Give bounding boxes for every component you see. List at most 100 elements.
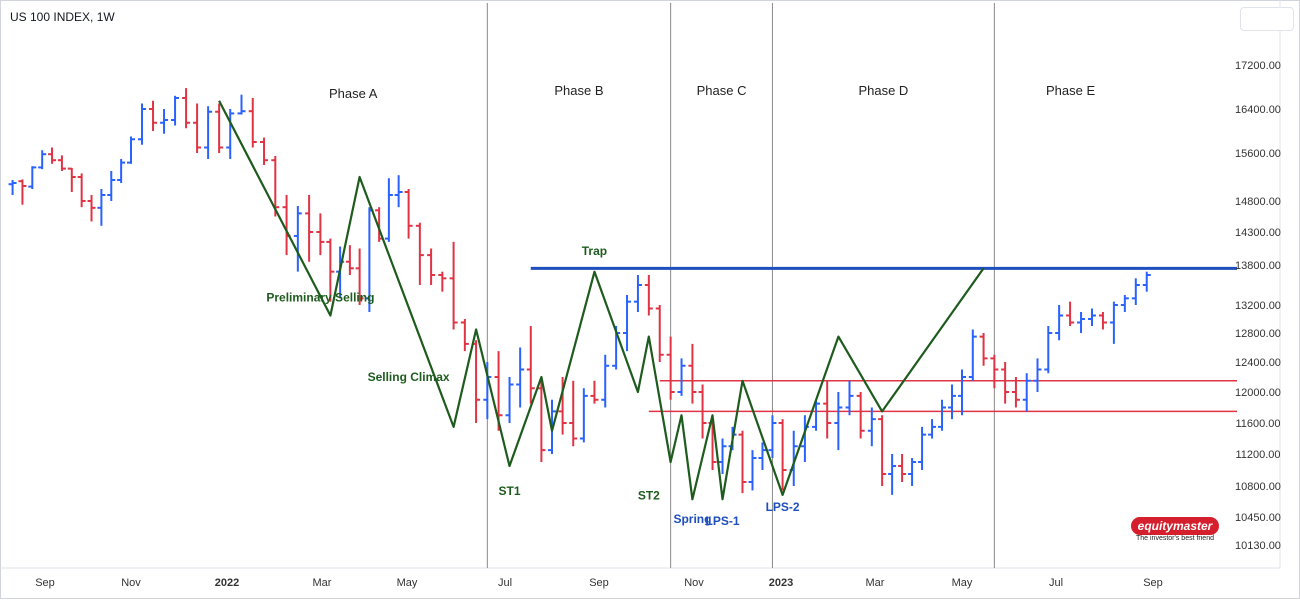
ohlc-bar	[569, 380, 578, 447]
x-tick-label: 2022	[215, 577, 239, 589]
ohlc-bar	[1011, 377, 1020, 408]
ohlc-bar	[698, 384, 707, 439]
ohlc-bar	[888, 454, 897, 495]
ohlc-bar	[1033, 358, 1042, 392]
ohlc-bar	[57, 155, 66, 171]
chart-toolbar-button[interactable]	[1240, 7, 1294, 31]
y-tick-label: 10450.00	[1235, 512, 1281, 524]
ohlc-bar	[449, 241, 458, 330]
ohlc-bar	[558, 377, 567, 435]
ohlc-bar	[1098, 312, 1107, 330]
ohlc-bar	[812, 399, 821, 431]
x-tick-label: May	[397, 577, 418, 589]
ohlc-bar	[579, 388, 588, 443]
ohlc-bar	[1022, 373, 1031, 412]
x-tick-label: Sep	[1143, 577, 1163, 589]
ohlc-bar	[633, 275, 642, 312]
ohlc-bar	[1142, 271, 1151, 292]
ohlc-bar	[18, 179, 27, 205]
x-tick-label: Nov	[121, 577, 141, 589]
x-tick-label: Mar	[313, 577, 332, 589]
ohlc-bar	[215, 103, 224, 153]
ohlc-bar	[1087, 308, 1096, 326]
ohlc-bar	[160, 109, 169, 134]
y-tick-label: 15600.00	[1235, 148, 1281, 160]
equitymaster-logo: equitymaster	[1131, 517, 1219, 535]
ohlc-bar	[8, 180, 17, 195]
ohlc-bar	[193, 103, 202, 153]
annotation-label: ST1	[499, 484, 521, 498]
ohlc-bar	[778, 419, 787, 491]
y-tick-label: 10130.00	[1235, 540, 1281, 552]
x-tick-label: 2023	[769, 577, 793, 589]
phase-label: Phase D	[858, 83, 908, 98]
ohlc-bar	[968, 329, 977, 381]
y-tick-label: 11600.00	[1235, 418, 1280, 430]
ohlc-bar	[127, 136, 135, 164]
ohlc-bar	[590, 380, 599, 404]
ohlc-bar	[384, 178, 393, 242]
annotation-label: LPS-2	[766, 500, 800, 514]
y-tick-label: 14800.00	[1235, 196, 1281, 208]
ohlc-bar	[867, 407, 876, 447]
ohlc-bar	[460, 319, 469, 352]
y-tick-label: 12400.00	[1235, 357, 1281, 369]
ohlc-bar	[623, 295, 632, 352]
ohlc-bar	[171, 95, 180, 126]
ohlc-bar	[1077, 312, 1086, 333]
x-tick-label: May	[952, 577, 973, 589]
ohlc-bar	[948, 384, 957, 420]
annotation-label: Selling Climax	[368, 370, 450, 384]
x-tick-label: Sep	[589, 577, 609, 589]
ohlc-bar	[149, 100, 158, 131]
phase-label: Phase E	[1046, 83, 1095, 98]
ohlc-bar	[226, 109, 235, 159]
ohlc-bar	[898, 454, 907, 482]
ohlc-bar	[526, 326, 535, 404]
ohlc-bar	[305, 195, 314, 262]
y-tick-label: 17200.00	[1235, 60, 1281, 72]
ohlc-bar	[138, 103, 147, 145]
annotation-label: LPS-1	[706, 514, 740, 528]
ohlc-bar	[438, 271, 447, 292]
ohlc-bar	[644, 275, 653, 316]
ohlc-bar	[845, 380, 854, 416]
ohlc-bar	[958, 369, 966, 416]
ohlc-bar	[67, 167, 76, 192]
ohlc-bar	[1131, 278, 1140, 305]
ohlc-bar	[1109, 301, 1118, 344]
y-tick-label: 14300.00	[1235, 227, 1281, 239]
ohlc-bar	[326, 238, 335, 302]
ohlc-bar	[918, 426, 927, 470]
y-tick-label: 12800.00	[1235, 328, 1281, 340]
y-tick-label: 13200.00	[1235, 300, 1281, 312]
ohlc-bar	[856, 392, 865, 439]
ohlc-bar	[878, 415, 887, 486]
ohlc-bar	[505, 377, 514, 423]
ohlc-bar	[1120, 295, 1129, 312]
ohlc-bar	[355, 248, 364, 305]
ohlc-bar	[427, 248, 436, 285]
ohlc-bar	[516, 347, 525, 408]
ohlc-bar	[107, 171, 116, 201]
ohlc-bar	[823, 380, 832, 439]
annotation-label: Trap	[582, 244, 607, 258]
ohlc-bar	[415, 222, 424, 285]
ohlc-bar	[1055, 305, 1064, 341]
ohlc-bar	[316, 213, 325, 256]
ohlc-bar	[87, 195, 96, 222]
ohlc-bar	[688, 343, 697, 404]
ohlc-bar	[834, 392, 843, 451]
ohlc-bar	[768, 415, 777, 458]
annotation-label: ST2	[638, 488, 660, 502]
ohlc-bar	[718, 438, 727, 474]
ohlc-bar	[601, 354, 610, 408]
ohlc-bar	[928, 419, 937, 439]
ohlc-bar	[271, 156, 280, 217]
y-tick-label: 11200.00	[1235, 449, 1280, 461]
ohlc-bar	[1066, 301, 1075, 326]
ohlc-bar	[248, 98, 257, 148]
ohlc-bar	[979, 333, 988, 366]
